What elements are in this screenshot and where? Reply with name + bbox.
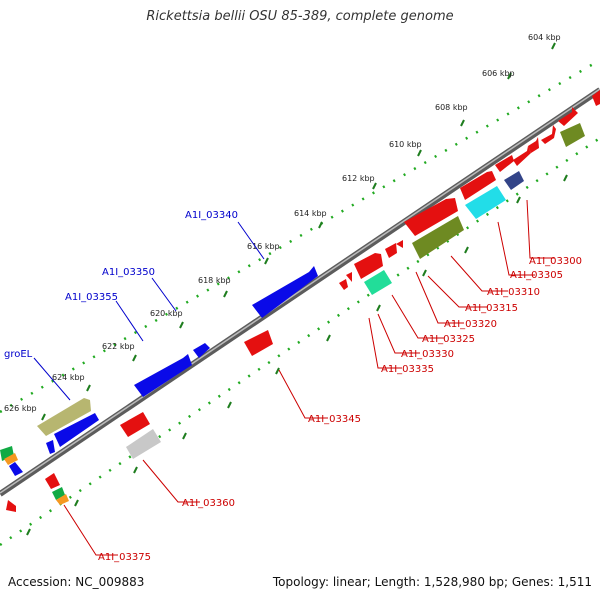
- upper-major-ticks: [41, 42, 556, 421]
- gene-feature[interactable]: [339, 279, 348, 290]
- tick-label-604: 604 kbp: [528, 33, 561, 42]
- gene-feature[interactable]: [54, 413, 99, 447]
- gene-label-a1i-03315: A1I_03315: [465, 303, 518, 314]
- tick-label-614: 614 kbp: [294, 209, 327, 218]
- tick-label-618: 618 kbp: [198, 276, 231, 285]
- gene-feature[interactable]: [46, 440, 55, 454]
- gene-label-a1i-03345: A1I_03345: [308, 414, 361, 425]
- gene-feature[interactable]: [558, 107, 578, 126]
- gene-label-a1i-03300: A1I_03300: [529, 256, 582, 267]
- gene-feature[interactable]: [4, 453, 18, 465]
- genome-backbone-highlight: [0, 88, 600, 494]
- gene-feature[interactable]: [354, 253, 383, 279]
- gene-feature[interactable]: [396, 240, 403, 248]
- lower-track-line: [0, 136, 600, 547]
- lower-major-ticks: [26, 174, 568, 536]
- tick-label-622: 622 kbp: [102, 342, 135, 351]
- tick-label-608: 608 kbp: [435, 103, 468, 112]
- tick-label-612: 612 kbp: [342, 174, 375, 183]
- gene-feature[interactable]: [56, 494, 69, 505]
- gene-feature[interactable]: [513, 146, 531, 166]
- gene-feature[interactable]: [504, 171, 524, 190]
- gene-label-a1i-03305: A1I_03305: [510, 270, 563, 281]
- gene-feature[interactable]: [134, 354, 192, 397]
- tick-label-616: 616 kbp: [247, 242, 280, 251]
- gene-feature[interactable]: [592, 90, 600, 106]
- gene-feature[interactable]: [193, 343, 210, 358]
- gene-feature[interactable]: [460, 171, 496, 200]
- gene-label-a1i-03325: A1I_03325: [422, 334, 475, 345]
- gene-feature[interactable]: [37, 398, 91, 436]
- gene-feature[interactable]: [412, 216, 464, 259]
- gene-feature[interactable]: [495, 155, 514, 172]
- gene-feature[interactable]: [120, 412, 150, 437]
- lower-genes: [0, 123, 585, 512]
- gene-feature[interactable]: [528, 137, 539, 153]
- gene-label-a1i-03375: A1I_03375: [98, 552, 151, 563]
- gene-feature[interactable]: [252, 266, 318, 318]
- accession-text: Accession: NC_009883: [8, 575, 145, 589]
- gene-feature[interactable]: [126, 429, 161, 459]
- upper-track-line: [0, 58, 600, 414]
- gene-labels: A1I_03340 A1I_03350 A1I_03355 groEL A1I_…: [4, 210, 582, 563]
- gene-feature[interactable]: [45, 473, 60, 489]
- gene-label-a1i-03350: A1I_03350: [102, 267, 155, 278]
- map-title: Rickettsia bellii OSU 85-389, complete g…: [146, 9, 454, 24]
- tick-label-606: 606 kbp: [482, 69, 515, 78]
- tick-label-626: 626 kbp: [4, 404, 37, 413]
- gene-label-a1i-03330: A1I_03330: [401, 349, 454, 360]
- genome-backbone: [0, 87, 600, 497]
- gene-feature[interactable]: [465, 186, 506, 219]
- gene-feature[interactable]: [541, 125, 556, 144]
- gene-feature[interactable]: [560, 123, 585, 147]
- upper-genes: [9, 90, 600, 476]
- gene-feature[interactable]: [404, 198, 458, 236]
- gene-label-a1i-03310: A1I_03310: [487, 287, 540, 298]
- gene-label-groel: groEL: [4, 349, 33, 360]
- leader-lines: [33, 199, 555, 556]
- gene-label-a1i-03340: A1I_03340: [185, 210, 238, 221]
- gene-feature[interactable]: [364, 270, 392, 295]
- gene-label-a1i-03355: A1I_03355: [65, 292, 118, 303]
- gene-feature[interactable]: [9, 462, 23, 476]
- tick-label-624: 624 kbp: [52, 373, 85, 382]
- gene-feature[interactable]: [244, 330, 273, 356]
- gene-feature[interactable]: [346, 272, 352, 282]
- tick-label-610: 610 kbp: [389, 140, 422, 149]
- gene-label-a1i-03360: A1I_03360: [182, 498, 235, 509]
- gene-feature[interactable]: [6, 500, 16, 512]
- tick-label-620: 620 kbp: [150, 309, 183, 318]
- genome-stats-text: Topology: linear; Length: 1,528,980 bp; …: [272, 575, 592, 589]
- gene-label-a1i-03335: A1I_03335: [381, 364, 434, 375]
- gene-feature[interactable]: [385, 243, 397, 258]
- gene-label-a1i-03320: A1I_03320: [444, 319, 497, 330]
- tick-labels: 604 kbp 606 kbp 608 kbp 610 kbp 612 kbp …: [4, 33, 561, 413]
